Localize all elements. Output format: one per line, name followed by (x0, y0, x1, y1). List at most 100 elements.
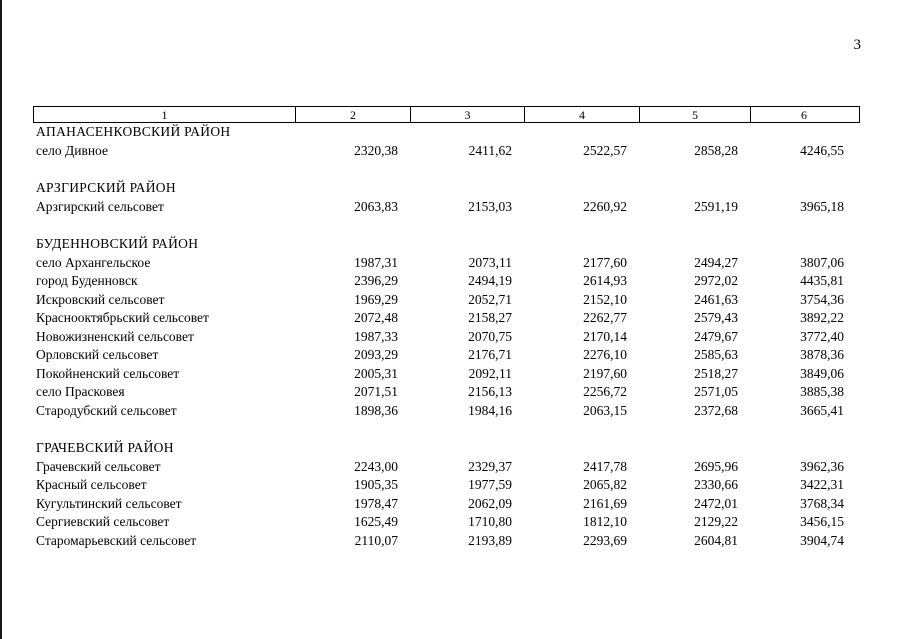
value-cell: 3962,36 (800, 458, 844, 474)
value-cell: 1987,31 (354, 254, 398, 270)
value-cell: 2591,19 (694, 198, 738, 214)
value-cell: 2461,63 (694, 291, 738, 307)
settlement-name: Стародубский сельсовет (36, 402, 177, 418)
table-row: Грачевский сельсовет 2243,00 2329,37 2417,7… (33, 458, 860, 477)
value-cell: 1812,10 (583, 514, 627, 530)
value-cell: 3904,74 (800, 532, 844, 548)
table-row: Старомарьевский сельсовет 2110,07 2193,89 2… (33, 532, 860, 551)
value-cell: 2494,19 (468, 273, 512, 289)
district-title: АПАНАСЕНКОВСКИЙ РАЙОН (36, 124, 231, 140)
value-cell: 2972,02 (694, 273, 738, 289)
value-cell: 1905,35 (354, 477, 398, 493)
table-row: Арзгирский сельсовет 2063,83 2153,03 2260,9… (33, 198, 860, 217)
scan-edge-artifact (0, 0, 2, 639)
value-cell: 4435,81 (800, 273, 844, 289)
value-cell: 2411,62 (468, 142, 512, 158)
table-row: город Буденновск 2396,29 2494,19 2614,93 297… (33, 272, 860, 291)
value-cell: 1987,33 (354, 328, 398, 344)
district-section: БУДЕННОВСКИЙ РАЙОН село Архангельское 1987… (33, 235, 860, 420)
value-cell: 1625,49 (354, 514, 398, 530)
table-row: Орловский сельсовет 2093,29 2176,71 2276,10… (33, 346, 860, 365)
column-header-4: 4 (525, 107, 640, 122)
value-cell: 2170,14 (583, 328, 627, 344)
value-cell: 3772,40 (800, 328, 844, 344)
value-cell: 2177,60 (583, 254, 627, 270)
settlement-name: Сергиевский сельсовет (36, 514, 170, 530)
value-cell: 3754,36 (800, 291, 844, 307)
value-cell: 2197,60 (583, 365, 627, 381)
value-cell: 2193,89 (468, 532, 512, 548)
value-cell: 2695,96 (694, 458, 738, 474)
value-cell: 2052,71 (468, 291, 512, 307)
value-cell: 2070,75 (468, 328, 512, 344)
value-cell: 2092,11 (468, 365, 512, 381)
value-cell: 2156,13 (468, 384, 512, 400)
district-title: АРЗГИРСКИЙ РАЙОН (36, 180, 176, 196)
value-cell: 2129,22 (694, 514, 738, 530)
value-cell: 2063,15 (583, 402, 627, 418)
settlement-name: Грачевский сельсовет (36, 458, 161, 474)
value-cell: 2858,28 (694, 142, 738, 158)
district-title-row: АПАНАСЕНКОВСКИЙ РАЙОН (33, 123, 860, 142)
table-row: Искровский сельсовет 1969,29 2052,71 2152,1… (33, 291, 860, 310)
table-row: Сергиевский сельсовет 1625,49 1710,80 1812,… (33, 513, 860, 532)
value-cell: 2071,51 (354, 384, 398, 400)
value-cell: 1710,80 (468, 514, 512, 530)
value-cell: 3849,06 (800, 365, 844, 381)
value-cell: 2072,48 (354, 310, 398, 326)
value-cell: 2093,29 (354, 347, 398, 363)
settlement-name: село Дивное (36, 142, 108, 158)
value-cell: 4246,55 (800, 142, 844, 158)
table-row: Покойненский сельсовет 2005,31 2092,11 2197… (33, 365, 860, 384)
value-cell: 3665,41 (800, 402, 844, 418)
value-cell: 2522,57 (583, 142, 627, 158)
value-cell: 1969,29 (354, 291, 398, 307)
table-row: село Прасковея 2071,51 2156,13 2256,72 2571,… (33, 383, 860, 402)
value-cell: 3456,15 (800, 514, 844, 530)
district-title-row: ГРАЧЕВСКИЙ РАЙОН (33, 439, 860, 458)
value-cell: 3422,31 (800, 477, 844, 493)
table-row: Стародубский сельсовет 1898,36 1984,16 2063… (33, 402, 860, 421)
district-title: БУДЕННОВСКИЙ РАЙОН (36, 236, 199, 252)
settlement-name: Новожизненский сельсовет (36, 328, 194, 344)
value-cell: 2062,09 (468, 495, 512, 511)
value-cell: 2152,10 (583, 291, 627, 307)
settlement-name: Орловский сельсовет (36, 347, 159, 363)
value-cell: 2276,10 (583, 347, 627, 363)
value-cell: 2396,29 (354, 273, 398, 289)
district-title: ГРАЧЕВСКИЙ РАЙОН (36, 440, 174, 456)
value-cell: 1977,59 (468, 477, 512, 493)
value-cell: 3965,18 (800, 198, 844, 214)
value-cell: 3878,36 (800, 347, 844, 363)
value-cell: 2110,07 (354, 532, 398, 548)
table-row: Новожизненский сельсовет 1987,33 2070,75 21… (33, 328, 860, 347)
settlement-name: Покойненский сельсовет (36, 365, 180, 381)
value-cell: 2330,66 (694, 477, 738, 493)
table-row: село Архангельское 1987,31 2073,11 2177,60 2… (33, 254, 860, 273)
value-cell: 2243,00 (354, 458, 398, 474)
value-cell: 2260,92 (583, 198, 627, 214)
value-cell: 2063,83 (354, 198, 398, 214)
district-section: ГРАЧЕВСКИЙ РАЙОН Грачевский сельсовет 2243… (33, 439, 860, 550)
value-cell: 2073,11 (468, 254, 512, 270)
table-row: Краснооктябрьский сельсовет 2072,48 2158,2… (33, 309, 860, 328)
value-cell: 2176,71 (468, 347, 512, 363)
table-row: село Дивное 2320,38 2411,62 2522,57 2858,28 4… (33, 142, 860, 161)
value-cell: 2585,63 (694, 347, 738, 363)
settlement-name: село Прасковея (36, 384, 125, 400)
column-header-3: 3 (411, 107, 525, 122)
value-cell: 2417,78 (583, 458, 627, 474)
district-section: АПАНАСЕНКОВСКИЙ РАЙОН село Дивное 2320,38 2… (33, 123, 860, 160)
value-cell: 2614,93 (583, 273, 627, 289)
value-cell: 3768,34 (800, 495, 844, 511)
column-header-1: 1 (34, 107, 296, 122)
value-cell: 2158,27 (468, 310, 512, 326)
value-cell: 3807,06 (800, 254, 844, 270)
value-cell: 2256,72 (583, 384, 627, 400)
settlement-name: город Буденновск (36, 273, 138, 289)
district-section: АРЗГИРСКИЙ РАЙОН Арзгирский сельсовет 2063… (33, 179, 860, 216)
value-cell: 1978,47 (354, 495, 398, 511)
page-number: 3 (853, 37, 862, 53)
column-header-2: 2 (296, 107, 411, 122)
